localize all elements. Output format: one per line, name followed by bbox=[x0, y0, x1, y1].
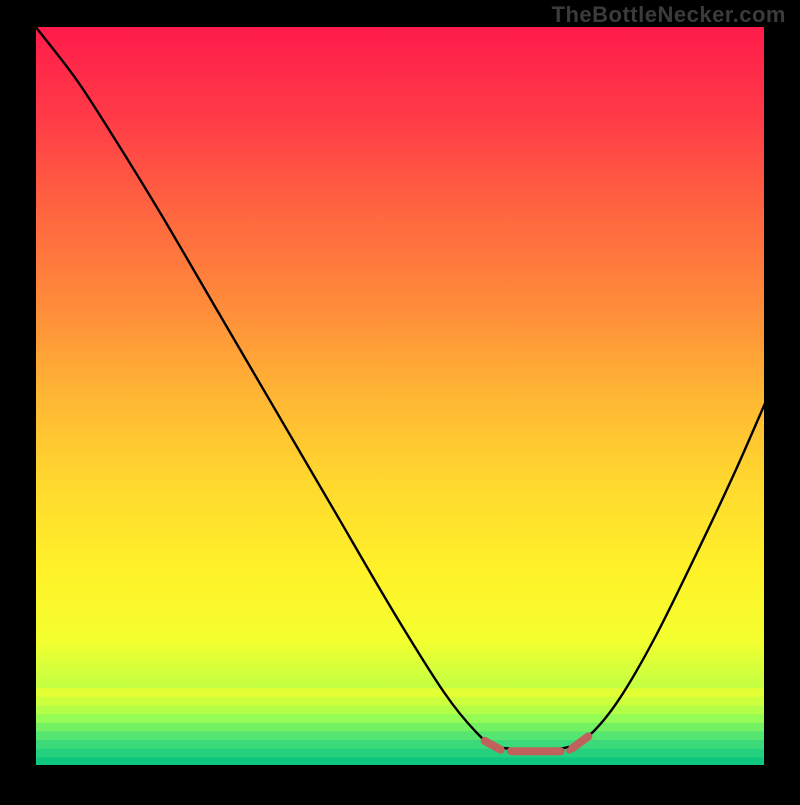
gradient-background bbox=[35, 26, 765, 766]
bottom-band bbox=[35, 740, 765, 749]
optimal-range-dot bbox=[566, 747, 572, 753]
bottom-band bbox=[35, 706, 765, 715]
bottom-band bbox=[35, 688, 765, 697]
bottleneck-chart bbox=[0, 0, 800, 800]
bottom-band bbox=[35, 697, 765, 706]
bottom-band bbox=[35, 714, 765, 723]
bottom-band bbox=[35, 749, 765, 758]
bottom-band bbox=[35, 731, 765, 740]
plot-area bbox=[35, 26, 765, 767]
bottom-band bbox=[35, 723, 765, 732]
